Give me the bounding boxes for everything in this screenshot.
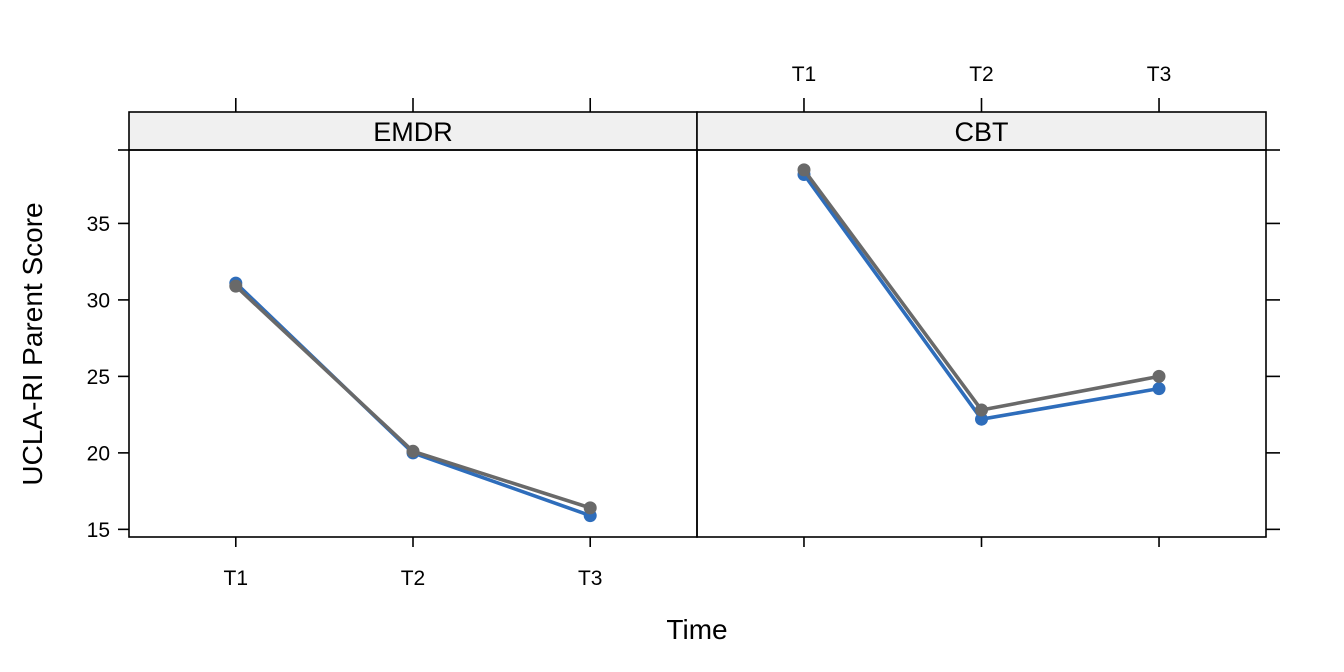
data-point-t3 — [1152, 369, 1166, 383]
series-line — [802, 172, 1161, 422]
data-point-t1 — [229, 279, 243, 293]
series-line — [234, 281, 593, 518]
x-tick-label: T3 — [578, 567, 603, 590]
panel-strip-label: EMDR — [373, 117, 453, 147]
data-point-t2 — [975, 403, 988, 417]
y-tick-label: 35 — [87, 213, 110, 236]
data-point-t1 — [797, 163, 811, 177]
x-tick-label: T3 — [1147, 63, 1172, 86]
x-tick-label: T2 — [969, 63, 994, 86]
x-tick-label: T1 — [224, 567, 249, 590]
data-point-t3 — [583, 501, 597, 515]
x-axis-title: Time — [666, 614, 727, 645]
y-tick-label: 25 — [87, 366, 110, 389]
panel-cbt: CBT — [696, 111, 1267, 538]
panel-frame — [128, 149, 698, 538]
panel-emdr: EMDR — [128, 111, 698, 538]
y-tick-label: 30 — [87, 289, 110, 312]
panel-strip-label: CBT — [955, 117, 1009, 147]
series-2 — [229, 279, 597, 515]
panel-frame — [696, 149, 1267, 538]
data-point-t2 — [975, 412, 988, 426]
data-point-t3 — [1152, 382, 1166, 396]
panels-layer: EMDR CBT — [128, 111, 1267, 538]
series-line — [234, 284, 593, 510]
axes-layer: T1 T2 T3 T1 T2 T3 15 20 25 30 35 — [87, 63, 1280, 590]
data-point-t2 — [406, 444, 420, 458]
panel-strip — [128, 111, 698, 151]
y-tick-label: 20 — [87, 442, 110, 465]
series-line — [802, 168, 1161, 412]
y-tick-label: 15 — [87, 519, 110, 542]
series-1 — [229, 276, 597, 523]
x-tick-label: T2 — [401, 567, 426, 590]
x-tick-label: T1 — [792, 63, 817, 86]
series-2 — [797, 163, 1166, 417]
y-axis-title: UCLA-RI Parent Score — [17, 202, 48, 485]
